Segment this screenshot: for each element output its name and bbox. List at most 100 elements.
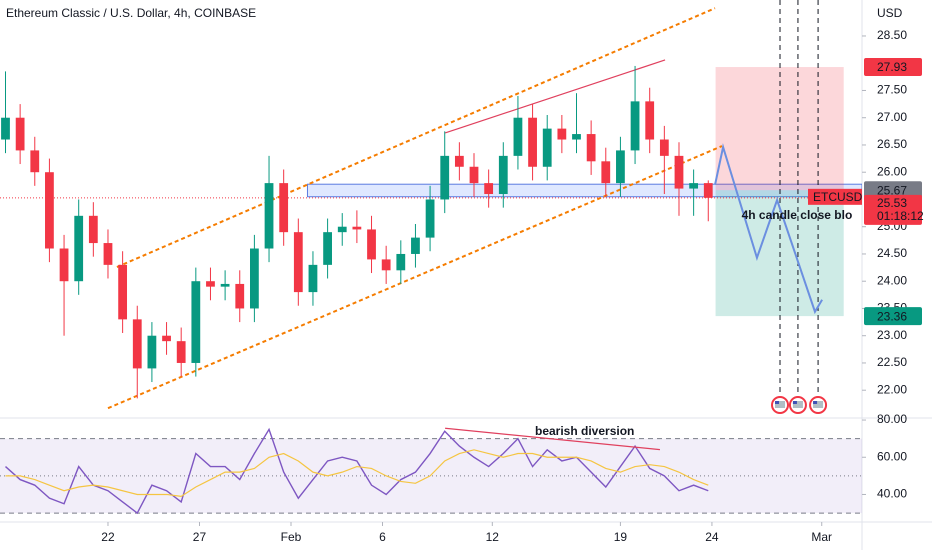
- candle-body: [498, 155, 508, 195]
- candle-body: [557, 128, 567, 140]
- candle-body: [264, 183, 274, 249]
- candle-body: [132, 319, 142, 369]
- candle-body: [279, 183, 289, 233]
- y-tick-label: 28.50: [877, 28, 907, 42]
- candle-body: [235, 283, 245, 309]
- candle-body: [659, 139, 669, 156]
- candle-body: [469, 166, 479, 184]
- candle-body: [396, 253, 406, 271]
- stop-label: 27.93: [877, 60, 907, 74]
- candle-body: [630, 101, 640, 151]
- last-price-box: [864, 194, 922, 225]
- entry-label-box: [864, 181, 922, 200]
- y-tick-label: 40.00: [877, 487, 907, 501]
- candle-body: [528, 117, 537, 167]
- event-icon: [771, 396, 790, 414]
- x-tick-label: Mar: [811, 530, 832, 544]
- stop-label-box: [864, 58, 922, 77]
- candle-body: [220, 283, 230, 287]
- countdown-label: 01:18:12: [877, 209, 924, 223]
- candle-body: [645, 101, 655, 140]
- projection-path: [714, 143, 823, 315]
- event-icon-canton: [775, 401, 780, 404]
- symbol-label: ETCUSD: [813, 190, 863, 204]
- x-tick-label: 24: [705, 530, 719, 544]
- candle-body: [176, 341, 186, 363]
- candle-body: [367, 229, 376, 260]
- candle-body: [674, 155, 684, 189]
- candle-body: [703, 183, 713, 198]
- candle-body: [30, 150, 40, 173]
- entry-label: 25.67: [877, 183, 907, 197]
- candle-body: [293, 232, 303, 293]
- resistance-line: [444, 59, 666, 134]
- candle-body: [74, 215, 84, 282]
- candle-body: [118, 264, 128, 320]
- y-tick-label: 22.00: [877, 382, 907, 396]
- x-tick-label: 12: [486, 530, 500, 544]
- x-tick-label: Feb: [281, 530, 302, 544]
- event-icon-flag: [775, 401, 786, 408]
- target-label-box: [864, 307, 922, 326]
- price-axis: 28.5027.5027.0026.5026.0025.0024.5024.00…: [101, 28, 924, 544]
- y-tick-label: 60.00: [877, 449, 907, 463]
- event-icon-canton: [792, 401, 797, 404]
- divergence-line: [445, 427, 661, 451]
- x-tick-label: 22: [101, 530, 115, 544]
- candle-body: [586, 134, 596, 162]
- annotation-note: 4h candle close blo: [742, 208, 853, 222]
- y-tick-label: 22.50: [877, 355, 907, 369]
- y-tick-label: 27.00: [877, 110, 907, 124]
- x-tick-label: 19: [614, 530, 628, 544]
- candle-body: [337, 226, 347, 233]
- candle-body: [542, 128, 552, 167]
- x-tick-label: 27: [193, 530, 207, 544]
- candle-body: [191, 281, 201, 363]
- candle-body: [454, 155, 464, 167]
- y-tick-label: 26.00: [877, 164, 907, 178]
- rsi-line: [5, 427, 709, 515]
- candle-body: [352, 226, 362, 230]
- y-tick-label: 80.00: [877, 412, 907, 426]
- candle-body: [601, 161, 611, 184]
- event-icon-flag: [792, 401, 803, 408]
- plot-layer: 4h candle close blo bearish diversion: [0, 0, 862, 515]
- channel-line: [107, 145, 723, 410]
- candle-body: [308, 264, 318, 293]
- candle-body: [440, 155, 450, 200]
- candle-body: [425, 199, 435, 238]
- candle-body: [689, 183, 699, 189]
- symbol-box: [808, 188, 862, 205]
- candle-body: [206, 281, 215, 287]
- candle-body: [616, 150, 625, 184]
- candle-body: [162, 335, 171, 342]
- currency-label: USD: [877, 6, 903, 20]
- candle-body: [15, 117, 25, 151]
- rsi-line: [5, 449, 709, 497]
- divergence-label: bearish diversion: [535, 424, 634, 438]
- event-icon-flag: [813, 401, 824, 408]
- candle-body: [513, 117, 523, 156]
- y-tick-label: 24.50: [877, 246, 907, 260]
- candle-body: [411, 237, 420, 254]
- y-tick-label: 23.00: [877, 328, 907, 342]
- candle-body: [45, 172, 54, 249]
- y-tick-label: 27.50: [877, 83, 907, 97]
- event-icon: [809, 396, 828, 414]
- candle-body: [1, 117, 10, 140]
- candle-body: [59, 248, 69, 282]
- candle-body: [88, 215, 98, 244]
- candle-body: [147, 335, 157, 369]
- y-tick-label: 24.00: [877, 273, 907, 287]
- x-tick-label: 6: [379, 530, 386, 544]
- candle-body: [572, 134, 581, 140]
- last-price-label: 25.53: [877, 196, 907, 210]
- candle-body: [103, 243, 113, 265]
- candle-body: [381, 259, 391, 271]
- event-icon: [788, 396, 807, 414]
- candle-body: [323, 232, 332, 265]
- channel-line: [116, 7, 716, 268]
- candle-body: [484, 183, 494, 195]
- chart-title: Ethereum Classic / U.S. Dollar, 4h, COIN…: [6, 6, 256, 20]
